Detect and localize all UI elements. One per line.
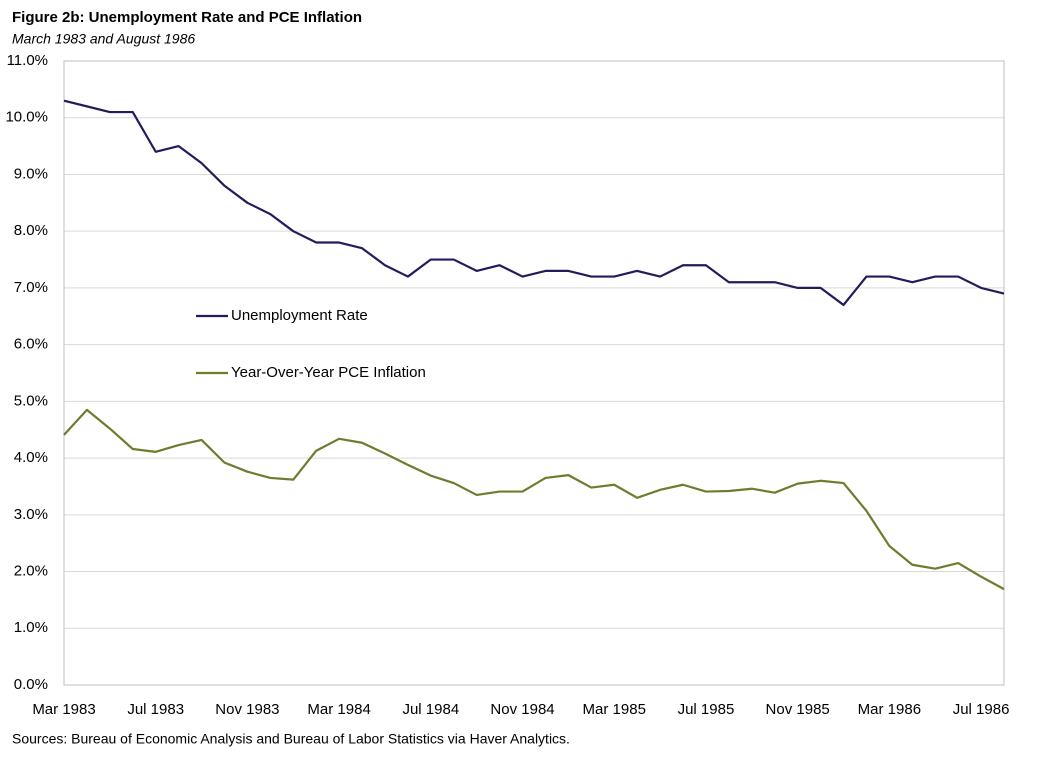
source-note: Sources: Bureau of Economic Analysis and… bbox=[12, 731, 570, 747]
y-tick-label: 9.0% bbox=[14, 165, 48, 182]
chart-title: Figure 2b: Unemployment Rate and PCE Inf… bbox=[12, 9, 362, 26]
y-tick-label: 11.0% bbox=[7, 52, 48, 69]
y-tick-label: 8.0% bbox=[14, 222, 48, 239]
y-tick-label: 2.0% bbox=[14, 563, 48, 580]
y-tick-label: 7.0% bbox=[14, 279, 48, 296]
y-tick-label: 6.0% bbox=[14, 336, 48, 353]
series-line bbox=[63, 408, 1005, 591]
x-tick-label: Jul 1984 bbox=[402, 701, 459, 718]
chart-subtitle: March 1983 and August 1986 bbox=[12, 31, 195, 47]
y-tick-label: 5.0% bbox=[14, 392, 48, 409]
legend-label: Unemployment Rate bbox=[231, 307, 368, 324]
x-tick-label: Jul 1986 bbox=[953, 701, 1010, 718]
y-tick-label: 0.0% bbox=[14, 676, 48, 693]
x-tick-label: Nov 1984 bbox=[490, 701, 554, 718]
x-tick-label: Nov 1983 bbox=[215, 701, 279, 718]
x-tick-label: Jul 1983 bbox=[127, 701, 184, 718]
series-line bbox=[63, 99, 1005, 307]
y-tick-label: 10.0% bbox=[5, 109, 48, 126]
x-tick-label: Mar 1984 bbox=[307, 701, 370, 718]
y-tick-label: 1.0% bbox=[14, 619, 48, 636]
y-tick-label: 3.0% bbox=[14, 506, 48, 523]
y-tick-label: 4.0% bbox=[14, 449, 48, 466]
legend-label: Year-Over-Year PCE Inflation bbox=[231, 364, 426, 381]
x-tick-label: Mar 1986 bbox=[858, 701, 921, 718]
x-tick-label: Mar 1983 bbox=[32, 701, 95, 718]
x-tick-label: Jul 1985 bbox=[678, 701, 735, 718]
plot-border bbox=[63, 60, 1005, 686]
x-tick-label: Nov 1985 bbox=[766, 701, 830, 718]
x-tick-label: Mar 1985 bbox=[583, 701, 646, 718]
